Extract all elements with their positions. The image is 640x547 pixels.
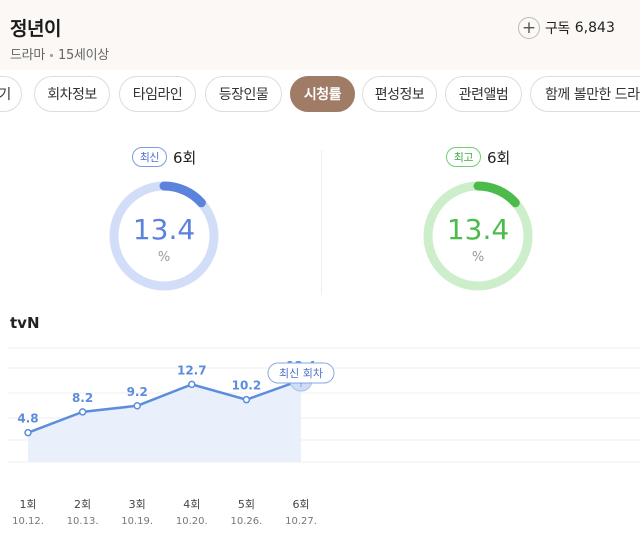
highest-badge: 최고: [445, 147, 481, 167]
data-point: [133, 402, 141, 410]
plus-icon: +: [518, 17, 540, 39]
subscriber-count: 6,843: [574, 20, 615, 36]
separator-dot: [49, 54, 53, 57]
data-label: 10.2: [232, 379, 262, 393]
latest-badge: 최신: [131, 147, 167, 167]
x-date-label: 10.12.: [12, 516, 44, 527]
data-point: [78, 408, 87, 416]
subscribe-label: 구독: [545, 21, 570, 37]
latest-episode: 6회: [172, 148, 197, 167]
x-date-label: 10.19.: [121, 516, 153, 527]
tab-ratings[interactable]: 시청률: [290, 76, 355, 112]
subscribe-button[interactable]: + 구독 6,843: [518, 17, 615, 39]
data-point: [242, 395, 251, 404]
data-point: [24, 428, 32, 437]
latest-rating-value: 13.4: [132, 213, 196, 246]
latest-rating-unit: %: [157, 250, 171, 265]
title-bar: 정년이 드라마 15세이상 + 구독 6,843: [0, 0, 640, 70]
tab-timeline[interactable]: 타임라인: [119, 76, 196, 112]
tab-bar: ~기 회차정보 타임라인 등장인물 시청률 편성정보 관련앨범 함께 볼만한 드…: [0, 76, 640, 114]
latest-badge-row: 최신 6회: [84, 146, 244, 168]
highest-episode: 6회: [486, 148, 511, 167]
age-rating-label: 15세이상: [57, 48, 109, 63]
highest-gauge-ring: [423, 181, 533, 291]
ratings-line-chart: 4.8 1회 10.12. 8.2 2회 10.13. 9.2 3회 10.19. 12.7 4회 1…: [8, 347, 640, 527]
x-tick-label: 4회: [183, 498, 200, 511]
highest-rating-unit: %: [471, 250, 485, 265]
annotation-label: 최신 회차: [279, 367, 323, 380]
latest-rating-card: 최신 6회 13.4 %: [84, 146, 244, 291]
x-date-label: 10.26.: [230, 516, 262, 527]
x-tick-label: 6회: [292, 498, 309, 511]
data-point: [188, 380, 196, 389]
tab-characters[interactable]: 등장인물: [205, 76, 282, 112]
tab-partial[interactable]: ~기: [0, 76, 22, 112]
latest-gauge-ring: [109, 181, 219, 291]
program-meta: 드라마 15세이상: [10, 44, 109, 63]
x-date-label: 10.27.: [285, 516, 317, 527]
x-tick-label: 1회: [19, 498, 36, 511]
tab-episode-info[interactable]: 회차정보: [34, 76, 110, 112]
page-title: 정년이: [10, 18, 61, 40]
tab-related-dramas[interactable]: 함께 볼만한 드라마: [530, 76, 640, 112]
series-line: [27, 378, 302, 434]
tab-albums[interactable]: 관련앨범: [445, 76, 522, 112]
x-tick-label: 5회: [238, 498, 255, 511]
channel-name: tvN: [10, 314, 40, 332]
x-tick-label: 3회: [129, 498, 146, 511]
x-date-label: 10.13.: [67, 516, 99, 527]
data-label: 4.8: [17, 412, 38, 426]
highest-rating-value: 13.4: [446, 213, 510, 246]
genre-label: 드라마: [10, 48, 45, 63]
data-label: 8.2: [72, 391, 93, 405]
x-tick-label: 2회: [74, 498, 91, 511]
latest-rating-gauge: 13.4 %: [108, 180, 220, 292]
highest-rating-gauge: 13.4 %: [422, 180, 534, 292]
data-label: 12.7: [177, 363, 207, 377]
area-fill: [28, 380, 301, 462]
divider: [321, 150, 322, 295]
highest-badge-row: 최고 6회: [398, 146, 558, 168]
x-date-label: 10.20.: [176, 516, 208, 527]
data-label: 9.2: [127, 385, 148, 399]
tab-schedule[interactable]: 편성정보: [362, 76, 437, 112]
highest-rating-card: 최고 6회 13.4 %: [398, 146, 558, 291]
